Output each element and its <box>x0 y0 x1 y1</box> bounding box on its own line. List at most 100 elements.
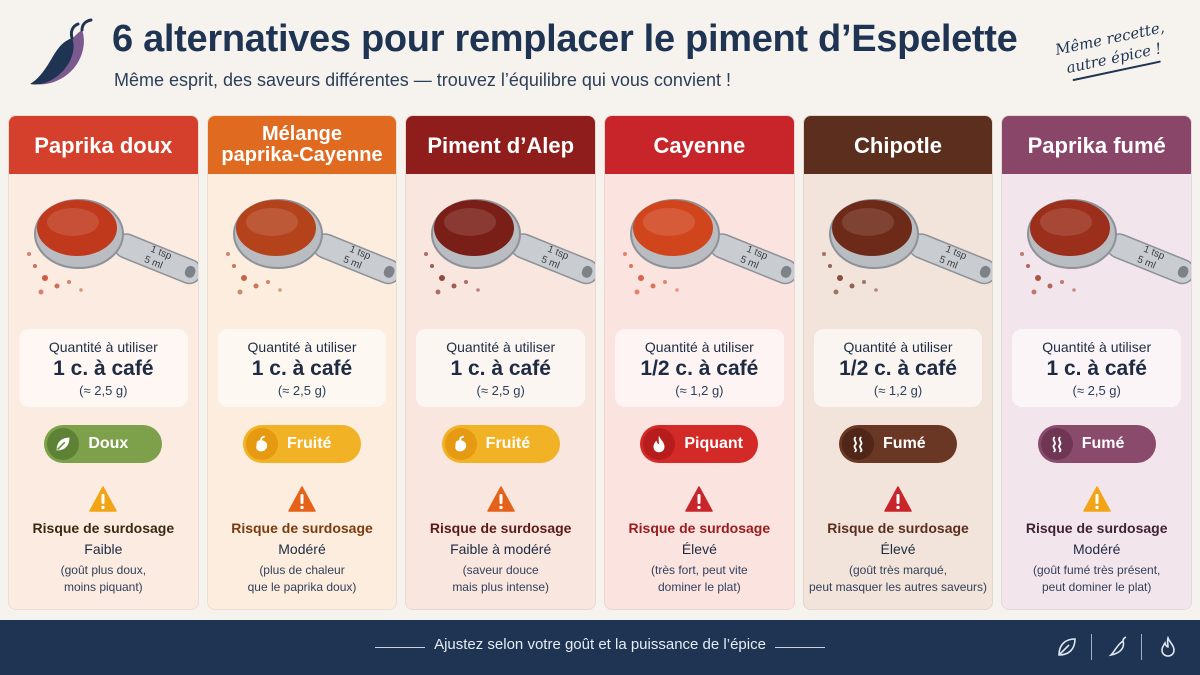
risk-level: Modéré <box>278 541 326 557</box>
flavor-label: Fumé <box>1081 435 1125 452</box>
alternative-card: Cayenne 1 tsp 5 ml Quantité à utiliser <box>604 115 795 610</box>
alternative-card: Piment d’Alep 1 tsp 5 ml Quantité à ut <box>405 115 597 610</box>
card-title-line-1: Piment d’Alep <box>427 132 575 158</box>
quantity-value: 1 c. à café <box>53 357 154 380</box>
quantity-box: Quantité à utiliser 1 c. à café (≈ 2,5 g… <box>416 329 586 407</box>
quantity-grams: (≈ 1,2 g) <box>675 383 724 398</box>
risk-label: Risque de surdosage <box>827 520 969 536</box>
chili-peppers-icon <box>30 18 93 85</box>
warning-icon <box>884 486 912 512</box>
warning-icon <box>1082 486 1111 512</box>
quantity-value: 1/2 c. à café <box>640 357 759 380</box>
quantity-label: Quantité à utiliser <box>48 339 158 355</box>
flame-icon <box>1161 635 1175 657</box>
warning-icon <box>288 486 316 512</box>
leaf-icon <box>47 428 80 460</box>
quantity-grams: (≈ 2,5 g) <box>277 383 327 398</box>
quantity-grams: (≈ 2,5 g) <box>1072 383 1121 398</box>
flavor-badge: Fruité <box>243 425 361 463</box>
measuring-spoon-image: 1 tsp 5 ml <box>27 199 198 295</box>
footer-rule-left <box>375 647 425 648</box>
quantity-value: 1 c. à café <box>1046 357 1147 380</box>
card-title: Piment d’Alep <box>406 116 596 174</box>
risk-note: (goût plus doux, moins piquant) <box>9 562 198 596</box>
risk-level: Élevé <box>681 541 717 557</box>
flavor-badge: Fumé <box>839 425 958 463</box>
smoke-icon <box>842 428 875 460</box>
footer: Ajustez selon votre goût et la puissance… <box>0 620 1200 675</box>
risk-note: (goût fumé très présent, peut dominer le… <box>1002 562 1191 596</box>
flavor-badge: Piquant <box>640 425 759 463</box>
header: 6 alternatives pour remplacer le piment … <box>0 0 1200 110</box>
quantity-label: Quantité à utiliser <box>843 339 953 355</box>
card-title: Chipotle <box>803 116 993 174</box>
quantity-box: Quantité à utiliser 1 c. à café (≈ 2,5 g… <box>1012 329 1182 407</box>
flavor-label: Fumé <box>883 435 926 452</box>
pepper-icon <box>444 428 477 460</box>
quantity-value: 1 c. à café <box>251 357 353 380</box>
measuring-spoon-image: 1 tsp 5 ml <box>1020 199 1192 295</box>
flavor-label: Fruité <box>287 435 332 452</box>
pepper-icon <box>246 428 278 460</box>
risk-note-line-1: (goût très marqué, <box>849 563 948 577</box>
risk-level: Faible <box>84 541 123 557</box>
card-title: Paprika fumé <box>1002 116 1192 174</box>
alternative-card: Paprika fumé 1 tsp 5 ml Quantité à uti <box>1001 115 1193 610</box>
flavor-label: Piquant <box>684 435 744 452</box>
risk-note: (saveur douce mais plus intense) <box>406 562 595 596</box>
page-subtitle: Même esprit, des saveurs différentes — t… <box>114 70 731 90</box>
footer-separator <box>1091 634 1092 660</box>
footer-rule-right <box>775 647 825 648</box>
quantity-label: Quantité à utiliser <box>644 339 754 355</box>
risk-note-line-1: (goût plus doux, <box>60 563 147 577</box>
quantity-box: Quantité à utiliser 1 c. à café (≈ 2,5 g… <box>217 329 387 407</box>
risk-note: (plus de chaleur que le paprika doux) <box>208 562 397 596</box>
handwritten-note: Même recette, autre épice ! <box>1044 15 1186 110</box>
risk-note-line-2: mais plus intense) <box>452 580 550 594</box>
risk-note-line-1: (goût fumé très présent, <box>1032 563 1161 577</box>
measuring-spoon-image: 1 tsp 5 ml <box>225 199 397 295</box>
quantity-label: Quantité à utiliser <box>446 339 556 355</box>
alternatives-grid: Paprika doux 1 tsp 5 ml Quantité à uti <box>8 115 1193 610</box>
measuring-spoon-image: 1 tsp 5 ml <box>821 199 993 295</box>
risk-label: Risque de surdosage <box>429 520 572 536</box>
risk-level: Modéré <box>1072 541 1121 557</box>
quantity-value: 1/2 c. à café <box>839 357 957 380</box>
flame-icon <box>643 428 676 460</box>
leaf-icon <box>1058 638 1076 656</box>
card-title-line-1: Paprika doux <box>34 132 173 158</box>
card-title-line-2: paprika-Cayenne <box>221 144 383 166</box>
alternative-card: Chipotle 1 tsp 5 ml Quantité à utilise <box>802 115 994 610</box>
warning-icon <box>685 486 714 512</box>
warning-icon <box>486 486 515 512</box>
card-title-line-1: Cayenne <box>653 132 746 158</box>
flavor-badge: Doux <box>44 425 163 463</box>
warning-icon <box>89 486 118 512</box>
risk-note-line-2: dominer le plat) <box>657 580 741 594</box>
quantity-grams: (≈ 1,2 g) <box>873 383 923 398</box>
footer-text: Ajustez selon votre goût et la puissance… <box>434 636 766 653</box>
quantity-grams: (≈ 2,5 g) <box>79 383 128 398</box>
quantity-label: Quantité à utiliser <box>1042 339 1152 355</box>
risk-note-line-1: (saveur douce <box>462 563 539 577</box>
risk-note: (goût très marqué, peut masquer les autr… <box>804 562 993 596</box>
quantity-box: Quantité à utiliser 1 c. à café (≈ 2,5 g… <box>19 329 188 407</box>
flavor-label: Fruité <box>485 435 531 452</box>
measuring-spoon-image: 1 tsp 5 ml <box>424 199 596 295</box>
flavor-badge: Fruité <box>441 425 560 463</box>
page-title: 6 alternatives pour remplacer le piment … <box>112 18 1018 60</box>
risk-label: Risque de surdosage <box>231 520 373 536</box>
flavor-label: Doux <box>88 435 129 452</box>
risk-note-line-1: (très fort, peut vite <box>651 563 748 577</box>
card-title: Cayenne <box>605 116 794 174</box>
risk-note-line-2: peut dominer le plat) <box>1041 580 1152 594</box>
pepper-icon <box>1108 636 1127 657</box>
card-title-line-1: Mélange <box>261 123 343 145</box>
alternative-card: Mélange paprika-Cayenne 1 tsp 5 ml Quan <box>206 115 398 610</box>
flavor-badge: Fumé <box>1037 425 1156 463</box>
card-title-line-1: Chipotle <box>854 132 943 158</box>
quantity-label: Quantité à utiliser <box>247 339 357 355</box>
risk-note-line-2: moins piquant) <box>63 580 143 594</box>
risk-note-line-1: (plus de chaleur <box>259 563 345 577</box>
risk-level: Faible à modéré <box>450 541 552 557</box>
